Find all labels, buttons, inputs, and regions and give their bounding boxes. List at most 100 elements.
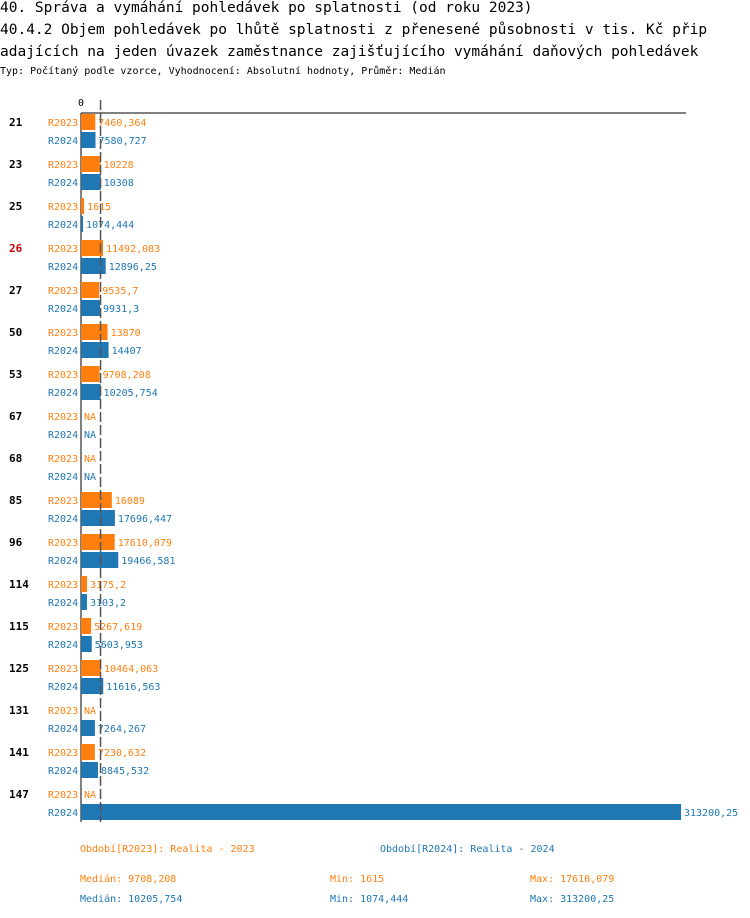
bar bbox=[81, 342, 109, 358]
data-label: NA bbox=[84, 472, 96, 483]
data-label: 11492,083 bbox=[106, 244, 160, 255]
category-label: 96 bbox=[9, 536, 23, 549]
bar bbox=[81, 594, 87, 610]
series-label: R2023 bbox=[48, 286, 78, 297]
bar bbox=[81, 636, 92, 652]
series-label: R2023 bbox=[48, 328, 78, 339]
series-label: R2024 bbox=[48, 640, 78, 651]
series-label: R2023 bbox=[48, 622, 78, 633]
data-label: NA bbox=[84, 430, 96, 441]
bar bbox=[81, 240, 104, 256]
data-label: 17696,447 bbox=[118, 514, 172, 525]
data-label: 7264,267 bbox=[98, 724, 146, 735]
series-label: R2024 bbox=[48, 556, 78, 567]
data-label: 7580,727 bbox=[99, 136, 147, 147]
stat-max-r2024: Max: 313200,25 bbox=[530, 894, 615, 905]
data-label: 10205,754 bbox=[104, 388, 158, 399]
bar bbox=[81, 174, 101, 190]
series-label: R2024 bbox=[48, 514, 78, 525]
bar bbox=[81, 552, 119, 568]
series-label: R2023 bbox=[48, 244, 78, 255]
bar bbox=[81, 216, 84, 232]
stat-median-r2024: Medián: 10205,754 bbox=[80, 894, 183, 905]
category-label: 67 bbox=[9, 410, 22, 423]
data-label: 13870 bbox=[111, 328, 141, 339]
series-label: R2024 bbox=[48, 220, 78, 231]
series-label: R2024 bbox=[48, 304, 78, 315]
bar bbox=[81, 282, 100, 298]
data-label: 10228 bbox=[104, 160, 134, 171]
bar bbox=[81, 132, 96, 148]
data-label: 7230,632 bbox=[98, 748, 146, 759]
series-label: R2023 bbox=[48, 706, 78, 717]
series-label: R2024 bbox=[48, 430, 78, 441]
bar bbox=[81, 156, 101, 172]
series-label: R2024 bbox=[48, 346, 78, 357]
category-label: 27 bbox=[9, 284, 22, 297]
bar bbox=[81, 618, 92, 634]
bar bbox=[81, 300, 101, 316]
bar bbox=[81, 366, 100, 382]
stat-median-r2023: Medián: 9708,208 bbox=[80, 874, 177, 885]
category-label: 115 bbox=[9, 620, 29, 633]
series-label: R2023 bbox=[48, 580, 78, 591]
series-label: R2023 bbox=[48, 160, 78, 171]
chart-subtitle: Typ: Počítaný podle vzorce, Vyhodnocení:… bbox=[0, 66, 446, 77]
bar bbox=[81, 114, 96, 130]
category-label: 131 bbox=[9, 704, 29, 717]
bar bbox=[81, 534, 115, 550]
bar bbox=[81, 324, 108, 340]
bar bbox=[81, 744, 95, 760]
series-label: R2023 bbox=[48, 748, 78, 759]
chart-title-line-2: 40.4.2 Objem pohledávek po lhůtě splatno… bbox=[0, 22, 708, 38]
category-label: 141 bbox=[9, 746, 29, 759]
series-label: R2024 bbox=[48, 682, 78, 693]
data-label: 3103,2 bbox=[90, 598, 126, 609]
data-label: 17610,079 bbox=[118, 538, 172, 549]
bar bbox=[81, 762, 98, 778]
data-label: 12896,25 bbox=[109, 262, 157, 273]
data-label: NA bbox=[84, 412, 96, 423]
data-label: 11616,563 bbox=[106, 682, 160, 693]
series-label: R2023 bbox=[48, 454, 78, 465]
data-label: 9708,208 bbox=[103, 370, 151, 381]
data-label: 7460,364 bbox=[98, 118, 146, 129]
series-label: R2023 bbox=[48, 664, 78, 675]
series-label: R2024 bbox=[48, 472, 78, 483]
data-label: 10308 bbox=[104, 178, 134, 189]
data-label: 1074,444 bbox=[86, 220, 134, 231]
data-label: NA bbox=[84, 790, 96, 801]
data-label: 8845,532 bbox=[101, 766, 149, 777]
category-label: 114 bbox=[9, 578, 29, 591]
series-label: R2024 bbox=[48, 178, 78, 189]
series-label: R2023 bbox=[48, 538, 78, 549]
category-label: 26 bbox=[9, 242, 23, 255]
series-label: R2024 bbox=[48, 766, 78, 777]
data-label: 5603,953 bbox=[95, 640, 143, 651]
category-label: 68 bbox=[9, 452, 22, 465]
data-label: 1615 bbox=[87, 202, 111, 213]
chart-title-line-1: 40. Správa a vymáhání pohledávek po spla… bbox=[0, 0, 533, 16]
data-label: NA bbox=[84, 454, 96, 465]
stat-max-r2023: Max: 17610,079 bbox=[530, 874, 615, 885]
data-label: NA bbox=[84, 706, 96, 717]
bar bbox=[81, 492, 112, 508]
bar bbox=[81, 198, 85, 214]
series-label: R2024 bbox=[48, 262, 78, 273]
category-label: 85 bbox=[9, 494, 22, 507]
data-label: 14407 bbox=[112, 346, 142, 357]
category-label: 147 bbox=[9, 788, 29, 801]
data-label: 10464,063 bbox=[104, 664, 158, 675]
series-label: R2023 bbox=[48, 412, 78, 423]
data-label: 9931,3 bbox=[103, 304, 139, 315]
category-label: 53 bbox=[9, 368, 22, 381]
stat-min-r2024: Min: 1074,444 bbox=[330, 894, 409, 905]
series-label: R2023 bbox=[48, 202, 78, 213]
bar bbox=[81, 678, 104, 694]
zero-tick-label: 0 bbox=[78, 98, 84, 109]
data-label: 313200,25 bbox=[684, 808, 738, 819]
series-label: R2024 bbox=[48, 724, 78, 735]
series-label: R2024 bbox=[48, 388, 78, 399]
series-label: R2023 bbox=[48, 118, 78, 129]
